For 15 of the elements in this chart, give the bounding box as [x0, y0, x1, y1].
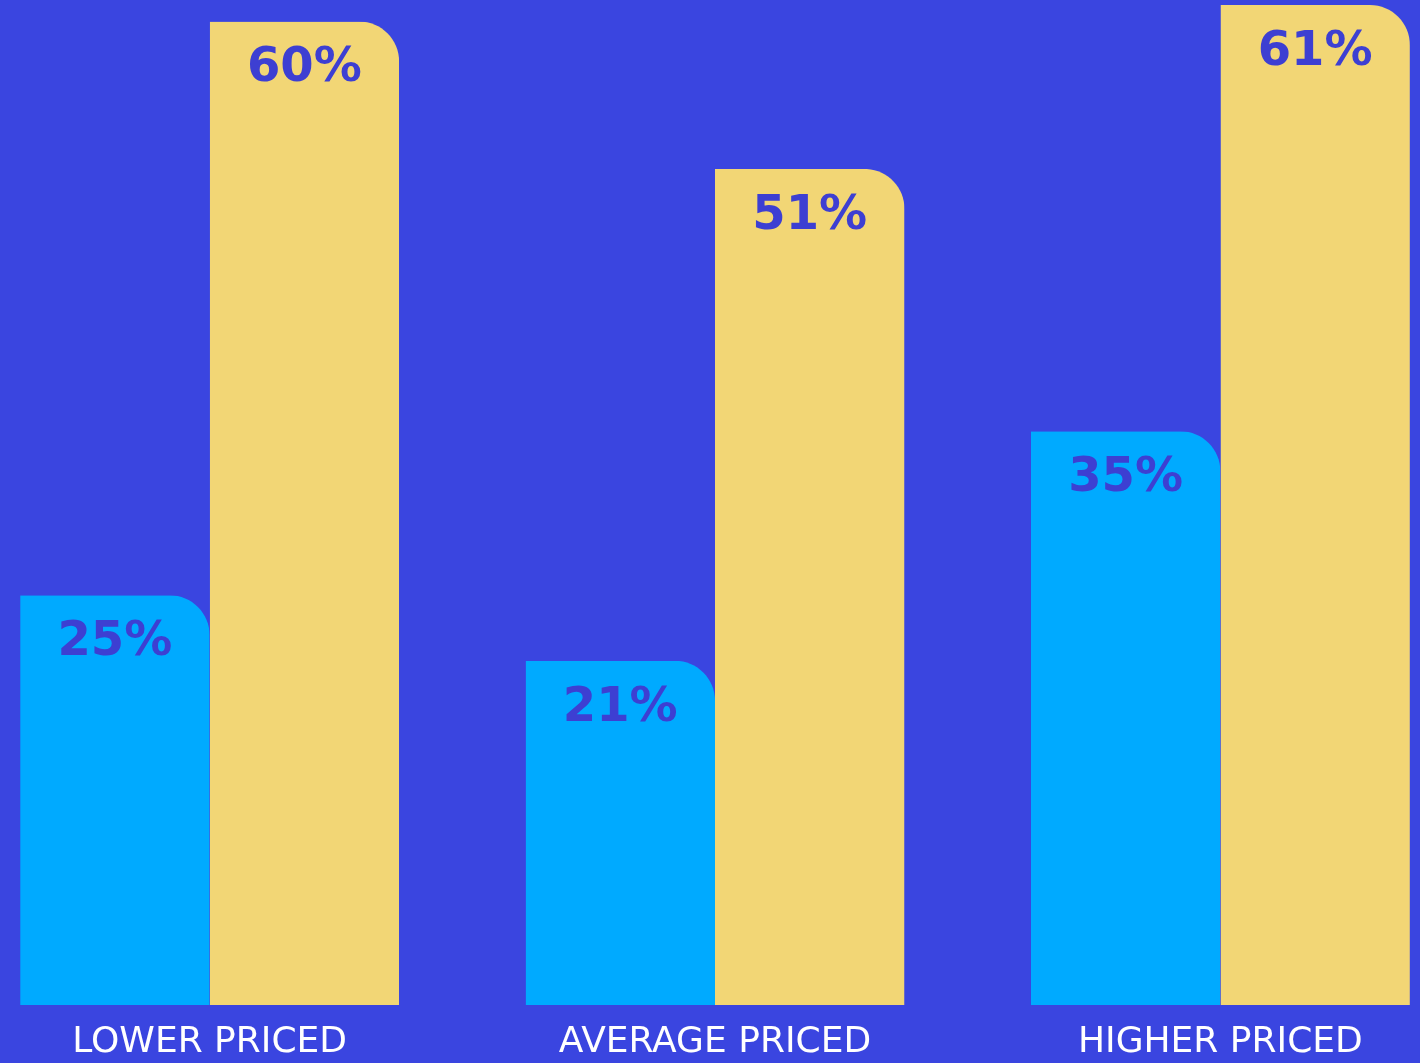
bar — [1220, 5, 1410, 1005]
x-tick-label: LOWER PRICED — [72, 1018, 348, 1060]
bar — [525, 660, 715, 1005]
data-label: 61% — [1257, 20, 1373, 76]
bar — [209, 21, 400, 1005]
bar — [20, 595, 210, 1005]
data-label: 25% — [57, 610, 173, 667]
bar — [1030, 431, 1221, 1005]
data-label: 51% — [752, 183, 868, 240]
x-tick-label: AVERAGE PRICED — [558, 1018, 872, 1060]
data-label: 35% — [1068, 446, 1184, 503]
data-label: 60% — [246, 36, 362, 93]
data-label: 21% — [562, 675, 678, 732]
x-tick-label: HIGHER PRICED — [1077, 1018, 1363, 1060]
bar — [715, 168, 905, 1005]
